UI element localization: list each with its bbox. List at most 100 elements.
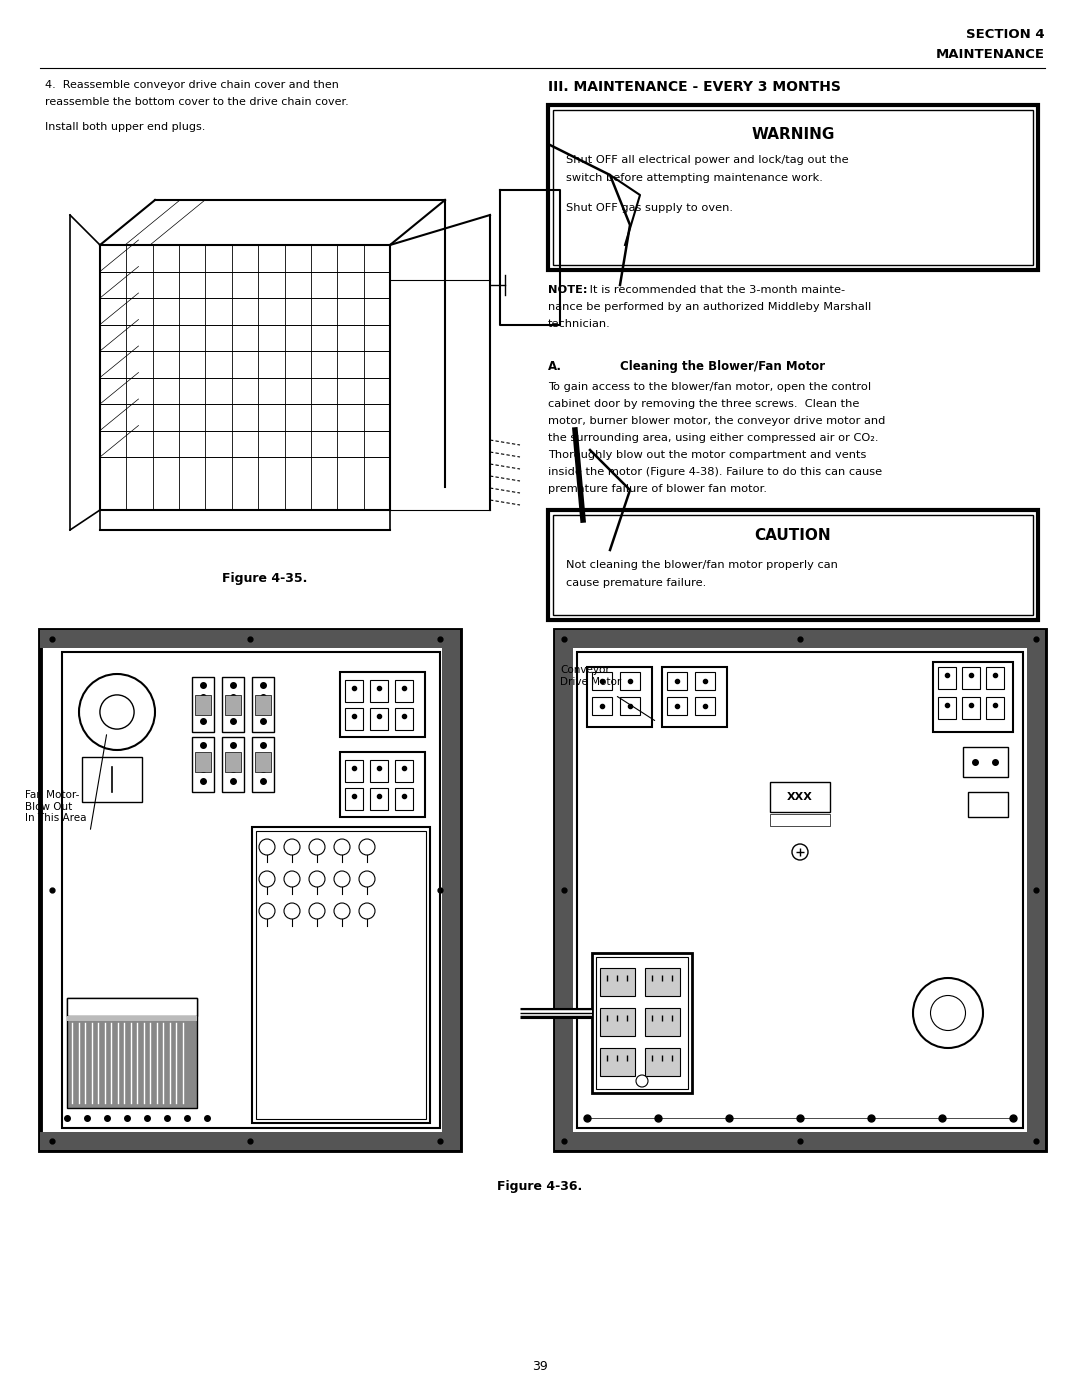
Circle shape (309, 840, 325, 855)
Bar (600, 968, 635, 996)
Bar (67, 1016, 197, 1021)
Bar (345, 680, 363, 703)
Circle shape (284, 902, 300, 919)
Text: To gain access to the blower/fan motor, open the control: To gain access to the blower/fan motor, … (548, 381, 872, 393)
Bar (986, 697, 1004, 719)
Bar (256, 831, 426, 1119)
Text: switch before attempting maintenance work.: switch before attempting maintenance wor… (566, 173, 823, 183)
Bar (962, 666, 980, 689)
Bar (395, 708, 413, 731)
Circle shape (359, 902, 375, 919)
Bar (592, 953, 692, 1092)
Circle shape (334, 902, 350, 919)
Bar (592, 697, 612, 715)
Bar (192, 678, 214, 732)
Bar (553, 110, 1032, 265)
Bar (968, 792, 1008, 817)
Text: Conveyor
Drive Motor: Conveyor Drive Motor (561, 665, 621, 686)
Circle shape (359, 840, 375, 855)
Circle shape (79, 673, 156, 750)
Circle shape (259, 840, 275, 855)
Text: Thoroughly blow out the motor compartment and vents: Thoroughly blow out the motor compartmen… (548, 450, 866, 460)
Circle shape (284, 840, 300, 855)
Text: A.: A. (548, 360, 562, 373)
Circle shape (309, 902, 325, 919)
Circle shape (309, 870, 325, 887)
Text: premature failure of blower fan motor.: premature failure of blower fan motor. (548, 483, 767, 495)
Circle shape (359, 870, 375, 887)
Bar (345, 760, 363, 782)
Text: cause premature failure.: cause premature failure. (566, 578, 706, 588)
Text: Cleaning the Blower/Fan Motor: Cleaning the Blower/Fan Motor (620, 360, 825, 373)
Bar (596, 957, 688, 1090)
Text: Fan Motor-
Blow Out
In This Area: Fan Motor- Blow Out In This Area (25, 789, 86, 823)
Bar (770, 814, 831, 826)
Bar (192, 738, 214, 792)
Bar (255, 752, 271, 773)
Bar (696, 672, 715, 690)
Bar (939, 697, 956, 719)
Text: It is recommended that the 3-month mainte-: It is recommended that the 3-month maint… (586, 285, 846, 295)
Bar (252, 827, 430, 1123)
Bar (555, 1132, 1045, 1150)
Bar (340, 752, 426, 817)
Text: III. MAINTENANCE - EVERY 3 MONTHS: III. MAINTENANCE - EVERY 3 MONTHS (548, 80, 841, 94)
Bar (370, 788, 388, 810)
Bar (770, 782, 831, 812)
Bar (225, 752, 241, 773)
Text: nance be performed by an authorized Middleby Marshall: nance be performed by an authorized Midd… (548, 302, 872, 312)
Bar (67, 997, 197, 1108)
Bar (600, 1009, 635, 1037)
Text: Install both upper end plugs.: Install both upper end plugs. (45, 122, 205, 131)
Bar (40, 1132, 460, 1150)
Bar (962, 697, 980, 719)
Bar (548, 105, 1038, 270)
Bar (645, 1048, 680, 1076)
Bar (252, 738, 274, 792)
Text: WARNING: WARNING (752, 127, 835, 142)
Text: the surrounding area, using either compressed air or CO₂.: the surrounding area, using either compr… (548, 433, 878, 443)
Circle shape (334, 870, 350, 887)
Bar (252, 678, 274, 732)
Bar (963, 747, 1008, 777)
Bar (555, 630, 1045, 1150)
Text: NOTE:: NOTE: (548, 285, 588, 295)
Bar (395, 680, 413, 703)
Bar (620, 697, 640, 715)
Bar (370, 760, 388, 782)
Text: Figure 4-35.: Figure 4-35. (222, 571, 308, 585)
Text: MAINTENANCE: MAINTENANCE (936, 47, 1045, 61)
Bar (195, 694, 211, 715)
Circle shape (636, 1076, 648, 1087)
Circle shape (259, 902, 275, 919)
Bar (222, 738, 244, 792)
Text: reassemble the bottom cover to the drive chain cover.: reassemble the bottom cover to the drive… (45, 96, 349, 108)
Bar (577, 652, 1023, 1127)
Bar (395, 760, 413, 782)
Text: cabinet door by removing the three screws.  Clean the: cabinet door by removing the three screw… (548, 400, 860, 409)
Bar (939, 666, 956, 689)
Bar (255, 694, 271, 715)
Circle shape (374, 851, 390, 868)
Bar (592, 672, 612, 690)
Bar (555, 630, 573, 1150)
Bar (645, 968, 680, 996)
Bar (1027, 630, 1045, 1150)
Bar (370, 680, 388, 703)
Bar (548, 510, 1038, 620)
Bar (40, 630, 460, 648)
Circle shape (334, 840, 350, 855)
Text: 39: 39 (532, 1361, 548, 1373)
Bar (67, 997, 197, 1016)
Circle shape (259, 870, 275, 887)
Bar (667, 697, 687, 715)
Bar (933, 662, 1013, 732)
Circle shape (792, 844, 808, 861)
Text: inside the motor (Figure 4-38). Failure to do this can cause: inside the motor (Figure 4-38). Failure … (548, 467, 882, 476)
Bar (360, 842, 405, 877)
Bar (986, 666, 1004, 689)
Bar (40, 630, 460, 1150)
Bar (370, 708, 388, 731)
Text: CAUTION: CAUTION (755, 528, 832, 543)
Bar (222, 678, 244, 732)
